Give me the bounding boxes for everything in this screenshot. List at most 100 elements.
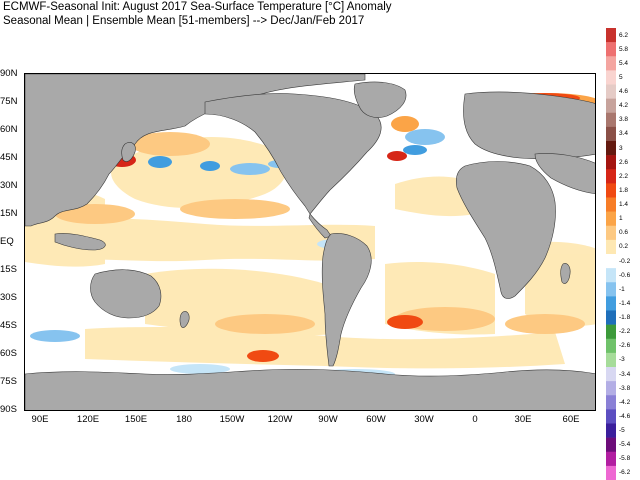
cool-patch-north-pacific-2 (200, 161, 220, 171)
color-scale-label: -1.8 (619, 314, 631, 322)
lon-label-150w: 150W (219, 414, 245, 425)
land-greenland (353, 81, 407, 118)
map-title: ECMWF-Seasonal Init: August 2017 Sea-Sur… (3, 1, 392, 13)
land-central-america (308, 213, 332, 239)
color-swatch (606, 310, 616, 325)
color-scale-label: -3.8 (619, 384, 631, 392)
lon-label-30e: 30E (514, 414, 532, 425)
color-scale-label: 1.8 (619, 186, 629, 194)
cool-patch-north-pacific-3 (230, 163, 270, 175)
sst-anomaly-map (24, 73, 596, 411)
color-scale-label: -1.4 (619, 299, 631, 307)
color-swatch (606, 56, 616, 71)
warm-anomaly-north-atlantic (395, 176, 475, 217)
color-scale-label: 1 (619, 215, 623, 223)
color-swatch (606, 465, 616, 480)
color-swatch (606, 169, 616, 184)
lat-label-45s: 45S (0, 320, 17, 331)
land-south-america (321, 233, 372, 367)
color-scale-label: 5 (619, 73, 623, 81)
cool-patch-north-atlantic (405, 129, 445, 145)
color-scale-label: 0.6 (619, 229, 629, 237)
color-scale-label: 6.2 (619, 31, 629, 39)
lat-label-90s: 90S (0, 404, 17, 415)
cool-patch-south-pacific (170, 364, 230, 374)
color-swatch (606, 126, 616, 142)
color-scale-label: 0.2 (619, 243, 629, 251)
lon-label-60w: 60W (366, 414, 386, 425)
color-swatch (606, 239, 616, 255)
lon-label-120w: 120W (267, 414, 293, 425)
cool-patch-south-indian (30, 330, 80, 342)
lon-label-180: 180 (176, 414, 192, 425)
warm-anomaly-southern-ocean (85, 326, 565, 369)
lat-label-60s: 60S (0, 348, 17, 359)
color-scale-label: -6.2 (619, 469, 631, 477)
lat-label-30s: 30S (0, 292, 17, 303)
lat-label-15n: 15N (0, 208, 18, 219)
lat-label-15s: 15S (0, 264, 17, 275)
color-scale-label: 4.6 (619, 88, 629, 96)
color-swatch (606, 183, 616, 198)
lat-label-75s: 75S (0, 376, 17, 387)
lat-label-60n: 60N (0, 124, 18, 135)
color-scale-label: -0.6 (619, 271, 631, 279)
lon-label-90e: 90E (31, 414, 49, 425)
color-scale-label: -5.8 (619, 455, 631, 463)
lon-label-60e: 60E (562, 414, 580, 425)
color-scale-label: 2.2 (619, 172, 629, 180)
color-swatch (606, 225, 616, 241)
color-swatch (606, 437, 616, 453)
color-scale-label: 3 (619, 144, 623, 152)
lon-label-150e: 150E (124, 414, 148, 425)
color-scale-label: -3.4 (619, 370, 631, 378)
land-europe (463, 91, 595, 160)
warm-patch-nw-pacific (130, 132, 210, 156)
land-north-america (204, 93, 382, 215)
warm-patch-southern-indian (505, 314, 585, 334)
color-scale-label: 5.4 (619, 59, 629, 67)
color-swatch (606, 296, 616, 311)
color-scale-label: 1.4 (619, 201, 629, 209)
lat-label-45n: 45N (0, 152, 18, 163)
lon-label-90w: 90W (318, 414, 338, 425)
cool-patch-north-atlantic-core (403, 145, 427, 155)
color-scale-label: -5 (619, 427, 625, 435)
color-swatch (606, 70, 616, 85)
color-swatch (606, 409, 616, 424)
strong-warm-gulf-stream (387, 151, 407, 161)
color-swatch (606, 112, 616, 128)
warm-patch-south-pacific (215, 314, 315, 334)
color-scale-label: -1 (619, 285, 625, 293)
color-swatch (606, 197, 616, 212)
color-scale-label: 4.2 (619, 102, 629, 110)
color-swatch (606, 155, 616, 170)
color-swatch (606, 84, 616, 99)
color-swatch (606, 141, 616, 156)
color-scale-label: -2.2 (619, 328, 631, 336)
warm-patch-central-pacific (180, 199, 290, 219)
color-scale-label: -4.2 (619, 398, 631, 406)
land-australia (90, 269, 162, 319)
color-swatch (606, 352, 616, 368)
land-indonesia (54, 233, 106, 251)
map-subtitle: Seasonal Mean | Ensemble Mean [51-member… (3, 15, 365, 27)
color-swatch (606, 381, 616, 396)
color-swatch (606, 451, 616, 467)
land-madagascar (560, 263, 571, 284)
color-swatch (606, 98, 616, 114)
lon-label-0: 0 (472, 414, 478, 425)
warm-anomaly-tropical-band (25, 218, 375, 262)
land-middle-east (534, 153, 595, 195)
color-scale-label: 3.4 (619, 130, 629, 138)
color-swatch (606, 28, 616, 43)
color-swatch (606, 423, 616, 438)
color-scale-label: 2.6 (619, 158, 629, 166)
map-canvas (25, 74, 595, 410)
strong-warm-argentine-basin (387, 315, 423, 329)
color-swatch (606, 268, 616, 283)
color-scale-label: 3.8 (619, 116, 629, 124)
lon-label-30w: 30W (414, 414, 434, 425)
lon-label-120e: 120E (76, 414, 100, 425)
lat-label-75n: 75N (0, 96, 18, 107)
